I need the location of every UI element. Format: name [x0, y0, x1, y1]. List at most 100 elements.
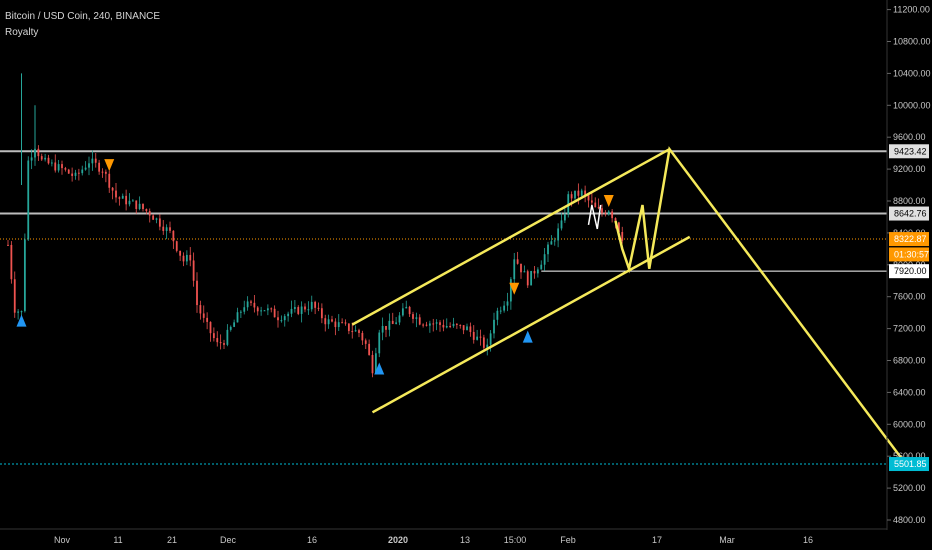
candle-body	[405, 306, 408, 309]
candle-body	[607, 211, 610, 215]
candle-body	[327, 319, 330, 325]
candle-body	[243, 307, 246, 312]
price-label-box	[889, 247, 929, 262]
candle-body	[135, 200, 138, 209]
candle-body	[418, 317, 421, 325]
candle-body	[415, 317, 418, 319]
candle-body	[74, 172, 77, 176]
candle-body	[108, 173, 111, 188]
time-tick-label: 2020	[388, 535, 408, 545]
price-tick-label: 7200.00	[893, 324, 926, 334]
candle-body	[239, 311, 242, 313]
candle-body	[509, 279, 512, 302]
price-tick-label: 9200.00	[893, 164, 926, 174]
candle-body	[499, 310, 502, 312]
price-label-text: 8322.87	[894, 234, 927, 244]
price-label-box	[889, 457, 929, 472]
candle-body	[236, 312, 239, 323]
candlesticks	[7, 144, 624, 378]
candle-body	[540, 264, 543, 270]
candle-body	[358, 330, 360, 333]
candle-body	[351, 331, 354, 333]
candle-body	[435, 322, 438, 324]
candle-body	[503, 305, 506, 311]
candle-body	[536, 269, 539, 274]
candle-body	[192, 260, 195, 281]
candle-body	[344, 322, 347, 324]
candle-body	[520, 263, 522, 273]
candle-body	[442, 324, 445, 328]
price-label-box	[889, 206, 929, 221]
candle-body	[277, 317, 279, 321]
candle-body	[91, 158, 94, 164]
candle-body	[611, 211, 614, 219]
candle-body	[209, 321, 212, 334]
candle-body	[94, 158, 97, 163]
candle-body	[145, 209, 148, 212]
buy-signal-marker	[522, 330, 533, 343]
candle-body	[486, 344, 489, 348]
candle-body	[317, 307, 320, 309]
candle-body	[557, 228, 560, 241]
candle-body	[368, 343, 371, 355]
candle-body	[614, 218, 617, 223]
candle-body	[523, 271, 526, 273]
price-tick-label: 6800.00	[893, 356, 926, 366]
candle-body	[449, 325, 452, 327]
channel-lower-line	[371, 235, 691, 414]
candle-body	[428, 323, 431, 326]
candle-body	[250, 301, 252, 303]
candle-body	[412, 314, 414, 319]
candle-body	[125, 195, 128, 205]
candle-body	[462, 325, 465, 331]
candle-body	[98, 162, 101, 172]
candle-body	[385, 325, 387, 330]
candle-body	[553, 240, 556, 242]
time-tick-label: Dec	[220, 535, 237, 545]
candle-body	[115, 190, 117, 198]
candle-body	[401, 308, 404, 316]
price-label-text: 01:30:57	[894, 249, 929, 259]
candle-body	[347, 323, 350, 332]
candle-body	[597, 207, 600, 209]
candle-body	[374, 353, 377, 374]
candle-body	[185, 254, 188, 262]
candle-body	[142, 203, 144, 210]
candle-body	[44, 157, 47, 160]
price-tick-label: 5200.00	[893, 483, 926, 493]
price-label-text: 8642.76	[894, 209, 927, 219]
candle-body	[206, 317, 209, 322]
candle-body	[604, 213, 607, 215]
candle-body	[550, 241, 553, 245]
candle-body	[472, 331, 475, 340]
price-tick-label: 9600.00	[893, 132, 926, 142]
candle-body	[293, 307, 296, 309]
candle-body	[307, 309, 310, 311]
candle-body	[20, 311, 23, 313]
candle-body	[50, 162, 53, 164]
projection-path	[614, 146, 907, 465]
candle-body	[290, 308, 293, 314]
candle-body	[233, 322, 236, 327]
candle-body	[395, 322, 398, 324]
price-tick-label: 10800.00	[893, 37, 931, 47]
candle-body	[283, 316, 286, 321]
price-label-text: 9423.42	[894, 146, 927, 156]
candle-body	[54, 162, 57, 171]
candle-body	[23, 239, 26, 312]
candle-body	[388, 320, 391, 330]
time-tick-label: Mar	[719, 535, 735, 545]
candle-body	[577, 190, 580, 196]
price-tick-label: 6000.00	[893, 419, 926, 429]
candle-body	[172, 230, 175, 242]
candle-body	[128, 200, 131, 205]
candle-body	[165, 227, 168, 231]
candle-body	[40, 156, 43, 160]
candle-body	[131, 200, 134, 202]
candle-body	[331, 319, 333, 322]
candle-body	[533, 270, 536, 274]
candle-body	[445, 325, 448, 328]
price-tick-label: 4800.00	[893, 515, 926, 525]
candle-body	[273, 308, 276, 318]
